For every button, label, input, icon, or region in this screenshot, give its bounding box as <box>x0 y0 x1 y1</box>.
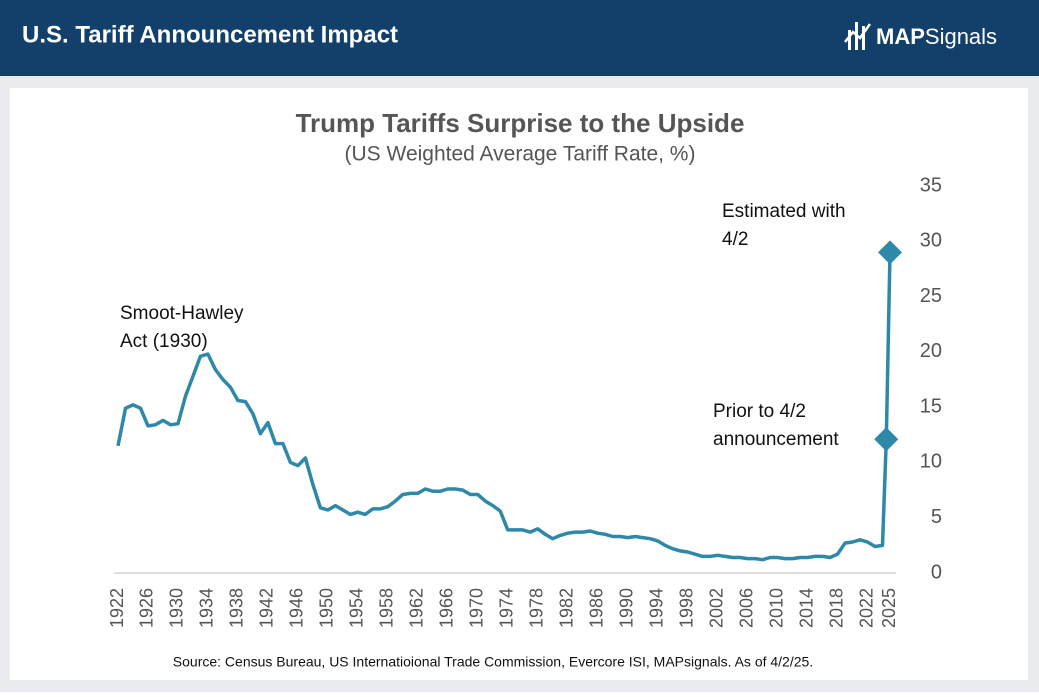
logo-map: MAP <box>876 24 925 49</box>
logo-signals: Signals <box>925 24 997 49</box>
x-tick-label: 1974 <box>496 588 516 628</box>
annotation: announcement <box>713 429 839 450</box>
y-tick-label: 5 <box>931 506 942 528</box>
chart-subtitle: (US Weighted Average Tariff Rate, %) <box>345 143 696 166</box>
x-tick-label: 1994 <box>646 588 666 628</box>
y-tick-label: 20 <box>920 340 942 362</box>
x-tick-label: 1954 <box>347 588 367 628</box>
x-tick-label: 1986 <box>586 588 606 628</box>
x-tick-label: 1970 <box>467 588 487 628</box>
x-tick-label: 1978 <box>526 588 546 628</box>
x-tick-label: 1966 <box>437 588 457 628</box>
x-tick-label: 2002 <box>706 588 726 628</box>
x-tick-label: 2022 <box>856 588 876 628</box>
line <box>116 252 892 562</box>
x-tick-label: 1938 <box>227 588 247 628</box>
x-tick-label: 2014 <box>796 588 816 628</box>
y-tick-label: 10 <box>920 451 942 473</box>
logo-text: MAPSignals <box>876 24 997 49</box>
y-tick-label: 25 <box>920 285 942 307</box>
diamond-marker <box>874 427 899 452</box>
x-tick-label: 2025 <box>879 588 899 628</box>
header-bar <box>0 0 1039 76</box>
source-note: Source: Census Bureau, US Internatioiona… <box>173 654 813 670</box>
logo-icon <box>844 22 872 50</box>
x-tick-label: 1922 <box>107 588 127 628</box>
x-tick-label: 2006 <box>736 588 756 628</box>
x-tick-label: 1962 <box>407 588 427 628</box>
annotation: Act (1930) <box>120 331 208 352</box>
diamond-marker <box>878 240 902 265</box>
header-title: U.S. Tariff Announcement Impact <box>22 21 398 48</box>
y-tick-label: 15 <box>920 395 942 417</box>
x-tick-label: 1926 <box>137 588 157 628</box>
annotation: Smoot-Hawley <box>120 303 244 324</box>
y-tick-label: 30 <box>920 230 942 252</box>
x-tick-label: 1942 <box>257 588 277 628</box>
x-tick-label: 2010 <box>766 588 786 628</box>
x-tick-label: 1934 <box>197 588 217 628</box>
y-tick-label: 35 <box>920 174 942 196</box>
annotation: 4/2 <box>722 229 748 250</box>
x-tick-label: 1998 <box>676 588 696 628</box>
chart-card <box>10 88 1028 680</box>
chart-title: Trump Tariffs Surprise to the Upside <box>296 108 745 138</box>
x-tick-label: 1990 <box>616 588 636 628</box>
annotation: Prior to 4/2 <box>713 401 806 422</box>
y-tick-label: 0 <box>931 561 942 583</box>
annotation: Estimated with <box>722 201 846 222</box>
x-tick-label: 1958 <box>377 588 397 628</box>
x-tick-label: 1930 <box>167 588 187 628</box>
x-tick-label: 2018 <box>826 588 846 628</box>
x-tick-label: 1982 <box>556 588 576 628</box>
x-tick-label: 1946 <box>287 588 307 628</box>
x-tick-label: 1950 <box>317 588 337 628</box>
